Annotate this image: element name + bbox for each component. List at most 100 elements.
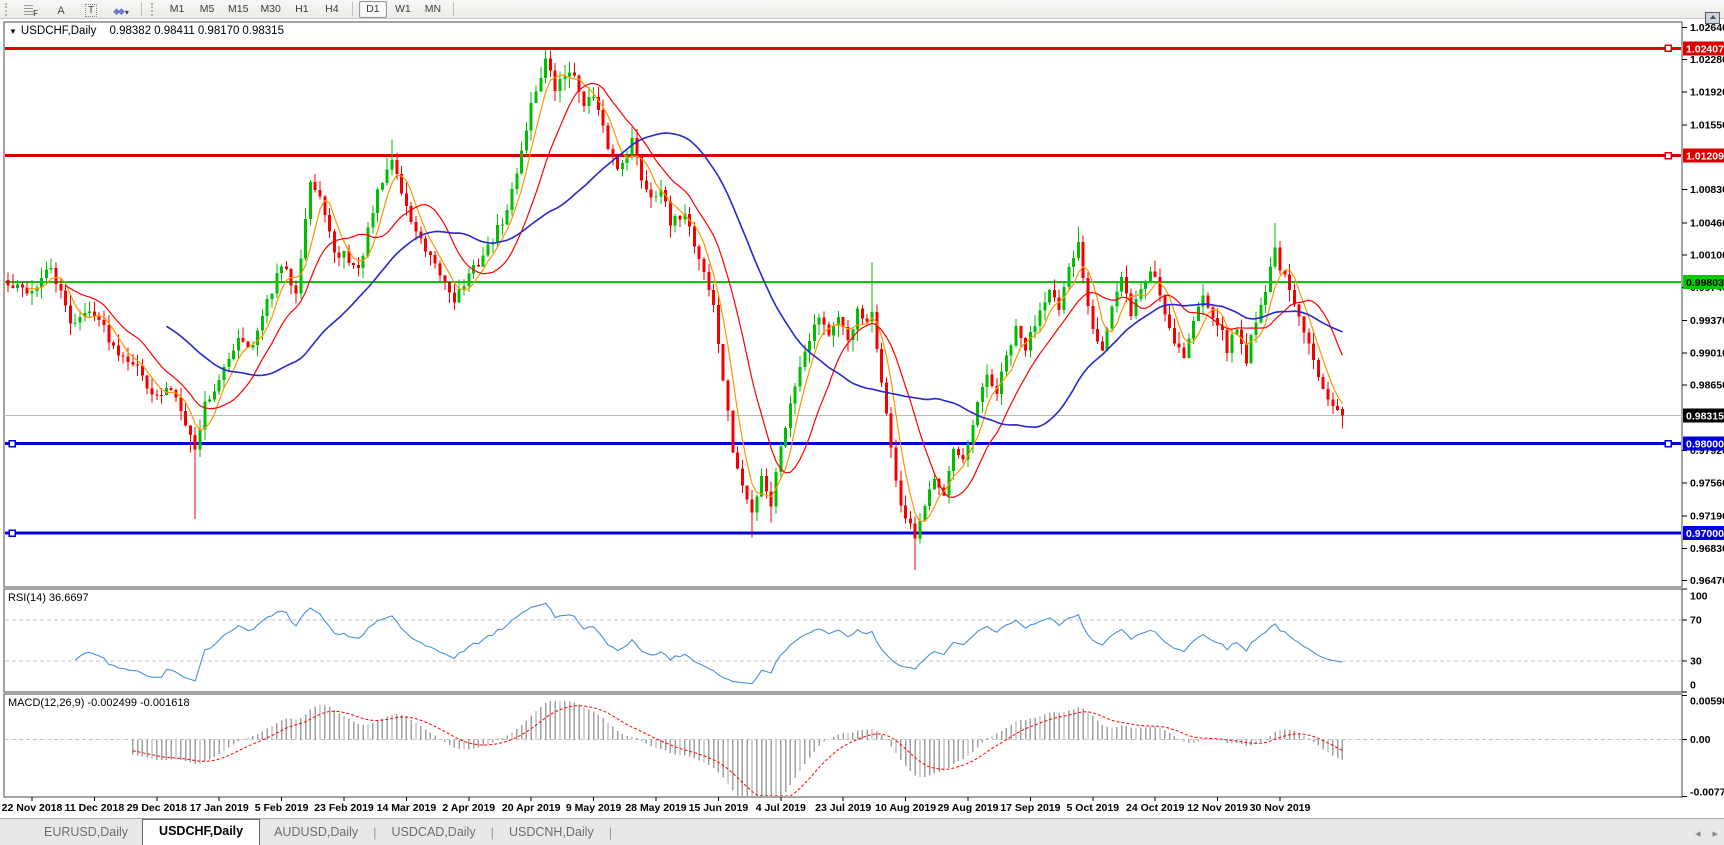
fibonacci-icon-glyph: F <box>24 4 38 18</box>
date-tick-label: 22 Nov 2018 <box>2 802 63 814</box>
macd-panel <box>3 693 1683 798</box>
fibonacci-icon[interactable]: F <box>17 1 45 18</box>
tab-scroll-right-icon[interactable]: ▸ <box>1712 828 1718 840</box>
price-tick-label: 1.00460 <box>1690 217 1724 229</box>
macd-histogram <box>132 700 1344 796</box>
macd-tick-label: 0.00 <box>1690 734 1711 746</box>
date-axis: 22 Nov 2018 11 Dec 2018 29 Dec 2018 17 Jan … <box>2 797 1311 814</box>
chart-title: ▼ USDCHF,Daily 0.98382 0.98411 0.98170 0.983… <box>9 25 287 37</box>
toolbar-separator <box>141 2 142 16</box>
current-price-badge <box>1683 408 1724 423</box>
price-tick-label: 1.02280 <box>1690 54 1724 66</box>
rsi-tick-label: 100 <box>1690 591 1708 603</box>
tab-separator: | <box>373 824 377 840</box>
timeframe-button-d1[interactable]: D1 <box>358 0 387 18</box>
text-label-icon[interactable]: T <box>77 1 105 18</box>
toolbar: F A T ◆◆ ▾ M1 M5 M15 M30 H1 H4 D1 W1 MN <box>0 0 1724 19</box>
timeframe-button-h1[interactable]: H1 <box>295 3 309 15</box>
timeframe-button-w1[interactable]: W1 <box>395 3 411 15</box>
level-line-handle[interactable] <box>8 529 16 537</box>
arrows-dropdown-icon[interactable]: ◆◆ ▾ <box>113 5 129 17</box>
ohlc-open: 0.98382 <box>109 25 152 37</box>
date-tick-label: 17 Sep 2019 <box>1000 802 1060 814</box>
level-price-badge-text: 1.01209 <box>1686 151 1724 163</box>
timeframe-button-m30[interactable]: M30 <box>260 3 281 15</box>
rsi-level-lines <box>5 619 1681 741</box>
chart-tab-bar: EURUSD,Daily USDCHF,Daily AUDUSD,Daily | USD… <box>0 818 1724 845</box>
level-line-handle[interactable] <box>1664 151 1672 160</box>
text-icon[interactable]: A <box>57 4 65 17</box>
tab-separator: | <box>490 824 494 840</box>
moving-average-34 <box>165 132 1343 429</box>
timeframe-button-m15[interactable]: M15 <box>228 3 249 15</box>
macd-indicator-label: MACD(12,26,9) -0.002499 -0.001618 <box>8 697 190 709</box>
level-price-badge <box>1683 148 1724 163</box>
candles <box>6 49 1344 570</box>
timeframe-button-m1[interactable]: M1 <box>169 3 185 15</box>
price-tick-label: 1.02640 <box>1690 22 1724 34</box>
one-click-trading-icon[interactable]: ▼ <box>9 27 17 36</box>
tab-usdcnh[interactable]: USDCNH,Daily <box>508 825 594 839</box>
tab-scroll-left-icon[interactable]: ◂ <box>1694 828 1701 840</box>
horizontal-level-lines[interactable] <box>4 44 1682 537</box>
toolbar-separator <box>351 2 353 16</box>
timeframe-button-m5[interactable]: M5 <box>199 3 215 15</box>
toolbar-grip[interactable] <box>5 2 12 16</box>
symbol-period-label: USDCHF,Daily <box>20 25 97 37</box>
date-tick-label: 14 Mar 2019 <box>377 802 437 814</box>
rsi-tick-label: 0 <box>1690 680 1696 692</box>
tab-audusd[interactable]: AUDUSD,Daily <box>274 825 359 839</box>
timeframe-button-mn[interactable]: MN <box>424 3 442 15</box>
chart-tabs: EURUSD,Daily USDCHF,Daily AUDUSD,Daily | USD… <box>30 818 613 845</box>
level-line-handle[interactable] <box>8 439 16 448</box>
level-price-badge <box>1683 274 1724 289</box>
level-price-badge <box>1683 526 1724 541</box>
level-line-handle[interactable] <box>1664 439 1672 448</box>
rsi-indicator-label: RSI(14) 36.6697 <box>8 592 89 604</box>
price-tick-label: 0.96470 <box>1690 575 1724 587</box>
date-tick-label: 2 Apr 2019 <box>442 802 495 814</box>
timeframe-button-group: M1 M5 M15 M30 H1 H4 D1 W1 MN <box>163 0 447 18</box>
date-tick-label: 29 Aug 2019 <box>938 802 999 814</box>
date-tick-label: 20 Apr 2019 <box>502 802 561 814</box>
date-tick-label: 23 Feb 2019 <box>314 802 374 814</box>
current-price-badge-text: 0.98315 <box>1686 410 1724 422</box>
date-tick-label: 23 Jul 2019 <box>815 802 871 814</box>
scroll-to-end-icon[interactable] <box>1705 12 1720 24</box>
toolbar-grip[interactable] <box>151 2 158 16</box>
moving-average-13 <box>65 82 1343 498</box>
price-tick-label: 1.00830 <box>1690 184 1724 196</box>
date-tick-label: 29 Dec 2018 <box>127 802 187 814</box>
level-price-badge-text: 1.02407 <box>1686 43 1724 55</box>
date-tick-label: 24 Oct 2019 <box>1126 802 1185 814</box>
ohlc-close: 0.98315 <box>242 25 284 37</box>
rsi-panel <box>3 588 1683 693</box>
macd-tick-label: -0.00773 <box>1690 787 1724 799</box>
tab-usdcad[interactable]: USDCAD,Daily <box>391 825 476 839</box>
tab-separator: | <box>608 824 613 840</box>
rsi-line <box>74 602 1343 685</box>
tab-eurusd[interactable]: EURUSD,Daily <box>44 825 129 839</box>
date-tick-label: 15 Jun 2019 <box>689 802 749 814</box>
tab-usdchf[interactable]: USDCHF,Daily <box>142 818 261 845</box>
date-tick-label: 5 Oct 2019 <box>1067 802 1120 814</box>
level-price-badge-text: 0.97000 <box>1686 528 1724 540</box>
date-tick-label: 4 Jul 2019 <box>756 802 806 814</box>
toolbar-separator <box>452 2 454 16</box>
level-line-handle[interactable] <box>1664 44 1672 53</box>
timeframe-button-h4[interactable]: H4 <box>325 3 339 15</box>
date-tick-label: 9 May 2019 <box>566 802 622 814</box>
date-tick-label: 12 Nov 2019 <box>1187 802 1248 814</box>
macd-tick-label: 0.005986 <box>1690 696 1724 708</box>
date-tick-label: 10 Aug 2019 <box>875 802 936 814</box>
